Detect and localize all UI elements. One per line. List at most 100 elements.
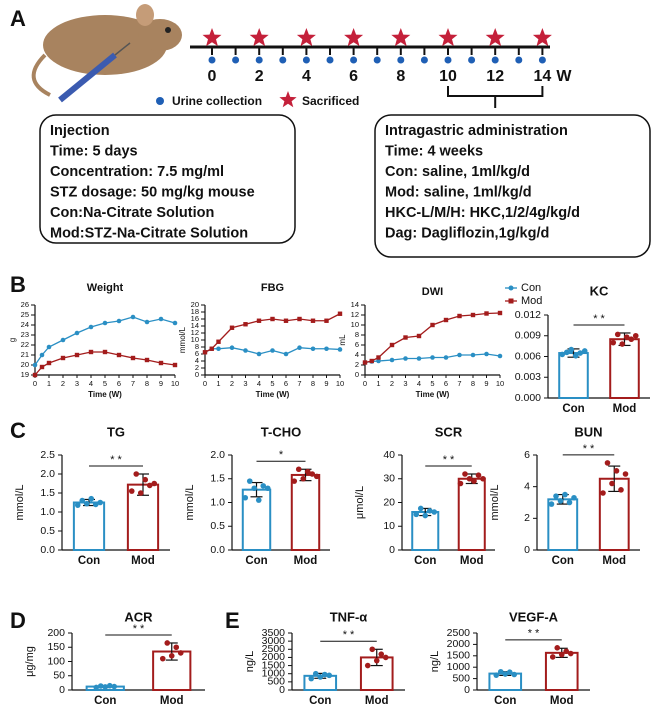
x-tick-label: Mod [294, 555, 318, 567]
data-point [88, 349, 94, 355]
x-tick-label: 9 [324, 379, 328, 388]
sacrifice-star [532, 28, 552, 47]
data-point [128, 488, 135, 494]
significance-label: * * [133, 623, 145, 635]
timeline-unit: W [556, 68, 572, 85]
data-point [600, 490, 606, 496]
data-point [431, 509, 438, 515]
series-line [34, 351, 176, 376]
data-point [632, 332, 639, 339]
data-point [571, 494, 577, 501]
y-tick-label: 23 [21, 330, 29, 339]
data-point [88, 495, 95, 502]
data-point [312, 670, 319, 677]
data-point [133, 471, 140, 477]
data-point [484, 351, 489, 357]
data-point [502, 671, 509, 677]
y-tick-label: 10 [351, 320, 359, 329]
x-tick-label: 8 [471, 379, 475, 388]
data-point [457, 480, 464, 487]
data-point [497, 668, 504, 675]
sacrifice-star [485, 28, 505, 47]
data-point [310, 346, 316, 352]
legend-star [279, 91, 297, 108]
box-line: STZ dosage: 50 mg/kg mouse [50, 184, 255, 200]
legend-label: Mod [521, 295, 542, 307]
data-point [130, 355, 136, 361]
data-point [581, 348, 588, 354]
y-tick-label: 12 [351, 310, 359, 319]
y-tick-label: 2.0 [210, 449, 225, 461]
y-axis-label: mmol/L [489, 484, 501, 520]
mouse-illustration [31, 4, 182, 103]
data-point [623, 334, 630, 340]
data-point [378, 651, 385, 657]
data-point [260, 483, 267, 489]
y-tick-label: 1000 [447, 661, 471, 673]
data-point [567, 650, 574, 657]
data-point [242, 494, 249, 501]
y-tick-label: 100 [47, 655, 65, 667]
urine-dot [468, 56, 476, 64]
y-axis-label: ng/L [429, 651, 441, 672]
x-tick-label: Mod [131, 555, 155, 567]
box-line: Dag: Dagliflozin,1g/kg/d [385, 225, 549, 241]
x-tick-label: 7 [131, 379, 135, 388]
x-tick-label: 8 [311, 379, 315, 388]
y-axis-label: ng/L [244, 651, 256, 672]
box-line: Concentration: 7.5 mg/ml [50, 164, 224, 180]
y-tick-label: 1.5 [40, 487, 55, 499]
x-tick-label: 5 [430, 379, 434, 388]
y-tick-label: 0.012 [515, 309, 541, 321]
x-tick-label: 6 [284, 379, 288, 388]
x-tick-label: Con [309, 695, 331, 707]
data-point [559, 351, 566, 358]
data-point [106, 682, 113, 689]
data-point [313, 473, 320, 480]
y-tick-label: 8 [355, 330, 359, 339]
data-point [300, 475, 307, 482]
data-point [558, 651, 565, 658]
y-tick-label: 0 [59, 684, 65, 696]
data-point [506, 669, 513, 676]
y-tick-label: 22 [21, 340, 29, 349]
data-point [389, 357, 395, 363]
y-tick-label: 50 [53, 670, 65, 682]
x-tick-label: 6 [444, 379, 448, 388]
x-tick-label: Mod [602, 555, 626, 567]
y-tick-label: 2000 [262, 651, 286, 663]
data-point [475, 472, 482, 478]
y-tick-label: 21 [21, 350, 29, 359]
data-point [172, 320, 178, 326]
legend-dot [156, 97, 164, 105]
data-point [270, 316, 275, 322]
data-point [562, 491, 568, 498]
data-point [362, 360, 368, 365]
y-tick-label: 2 [355, 360, 359, 369]
y-tick-label: 1500 [447, 650, 471, 662]
x-tick-label: Mod [550, 695, 574, 707]
bar [558, 352, 589, 399]
data-point [74, 502, 81, 508]
y-axis-label: mmol/L [14, 484, 26, 520]
y-tick-label: 12 [191, 328, 199, 337]
x-tick-label: 0 [363, 379, 367, 388]
data-point [102, 684, 109, 690]
urine-dot [491, 56, 499, 64]
data-point [243, 348, 248, 353]
chart-title: Weight [87, 282, 124, 294]
data-point [619, 341, 626, 347]
chart-title: DWI [422, 286, 443, 298]
significance-label: * * [583, 443, 595, 455]
chart-title: T-CHO [261, 424, 301, 439]
chart-title: KC [590, 283, 609, 298]
timeline-label: 4 [302, 68, 311, 85]
data-point [321, 671, 328, 678]
x-tick-label: 3 [243, 379, 247, 388]
data-point [111, 683, 118, 690]
y-tick-label: 0.006 [515, 350, 541, 362]
data-point [144, 357, 150, 363]
data-point [493, 672, 500, 678]
x-tick-label: Con [562, 403, 584, 415]
